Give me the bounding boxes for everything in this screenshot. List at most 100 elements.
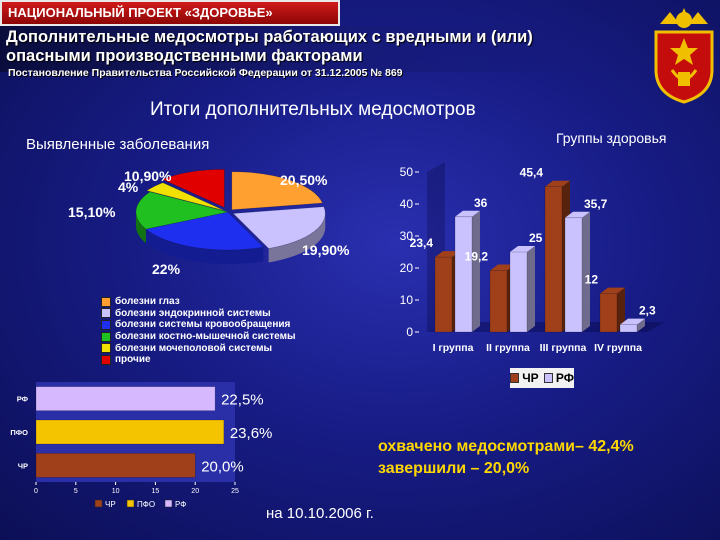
y-tick-label: 10 <box>400 293 414 307</box>
bar-chart-title: Группы здоровья <box>556 130 667 146</box>
coverage-bar <box>35 386 216 411</box>
bar-РФ <box>509 251 528 333</box>
legend-swatch <box>101 308 111 319</box>
coverage-summary: охвачено медосмотрами– 42,4% завершили –… <box>378 436 634 480</box>
pie-slice <box>146 182 226 212</box>
y-tick-label: 40 <box>400 197 414 211</box>
bar-value-label: 45,4 <box>520 166 544 180</box>
coverage-legend-label: ЧР <box>105 500 116 509</box>
bar-top <box>490 264 515 271</box>
legend-label: болезни системы кровообращения <box>115 319 291 331</box>
y-tick-label: 30 <box>400 229 414 243</box>
bar-side <box>637 318 645 332</box>
pie-chart-title: Выявленные заболевания <box>26 136 210 153</box>
pie-legend: болезни глаз болезни эндокринной системы… <box>101 296 296 366</box>
x-tick-label: II группа <box>486 342 530 354</box>
bar-value-label: 19,2 <box>465 250 489 264</box>
coverage-legend-label: ПФО <box>137 500 155 509</box>
pie-label-urogenital: 4% <box>118 179 139 195</box>
bar-top <box>600 287 625 294</box>
legend-label: болезни глаз <box>115 296 180 308</box>
chuvashia-emblem-icon <box>654 8 714 104</box>
coverage-bar-chart: РФ 22,5% ПФО 23,6% ЧР 20,0% 0 5 10 15 20 25 ЧР ПФО РФ <box>10 382 272 509</box>
coverage-legend-label: РФ <box>175 500 186 509</box>
project-badge: НАЦИОНАЛЬНЫЙ ПРОЕКТ «ЗДОРОВЬЕ» <box>0 0 340 26</box>
x-tick-label: 15 <box>152 488 160 495</box>
slide-subtitle: Дополнительные медосмотры работающих с в… <box>6 28 533 65</box>
pie-label-circulation: 22% <box>152 261 181 277</box>
pie-slice <box>145 211 264 251</box>
legend-swatch <box>101 331 111 342</box>
legend-label-rf: РФ <box>555 371 574 385</box>
legend-label: болезни мочеполовой системы <box>115 342 273 354</box>
y-tick-label: 0 <box>406 325 413 339</box>
pie-slice-side <box>136 212 146 244</box>
legend-swatch <box>101 354 111 365</box>
bar-value-label: 2,3 <box>639 304 656 318</box>
x-tick-label: III группа <box>540 342 587 354</box>
legend-swatch-chr <box>510 373 520 383</box>
bar-РФ <box>454 216 473 333</box>
bar-РФ <box>564 217 583 333</box>
coverage-value-label: 20,0% <box>201 458 244 475</box>
legend-item: болезни системы кровообращения <box>101 319 296 331</box>
legend-item: болезни эндокринной системы <box>101 308 296 320</box>
bar-top <box>510 246 535 252</box>
x-tick-label: IV группа <box>594 342 642 354</box>
health-groups-bar-chart: 0 10 20 30 40 50 23,4 36 I группа 19,2 25 II группа… <box>400 162 665 354</box>
legend-item: болезни мочеполовой системы <box>101 342 296 354</box>
bar-side <box>582 211 590 332</box>
legend-item: болезни глаз <box>101 296 296 308</box>
legend-item: прочие <box>101 354 296 366</box>
y-tick-label: 50 <box>400 165 414 179</box>
x-tick-label: 10 <box>112 488 120 495</box>
pie-svg <box>135 169 326 264</box>
bar-side <box>617 287 625 332</box>
x-tick-label: I группа <box>433 342 474 354</box>
x-tick-label: 0 <box>34 488 38 495</box>
coverage-legend-swatch <box>164 499 173 508</box>
bar-side <box>527 246 535 332</box>
decree-reference: Постановление Правительства Российской Ф… <box>8 67 403 79</box>
results-title: Итоги дополнительных медосмотров <box>150 99 476 120</box>
pie-slice-side <box>145 229 264 264</box>
x-tick-label: 5 <box>74 488 78 495</box>
coverage-category-label: ЧР <box>18 461 28 470</box>
bar-top <box>545 180 570 187</box>
coverage-category-label: ПФО <box>10 428 28 437</box>
coverage-legend-swatch <box>126 499 135 508</box>
bar-ЧР <box>489 270 508 333</box>
pie-slice <box>231 171 323 211</box>
coverage-legend-swatch <box>94 499 103 508</box>
pie-label-musculoskeletal: 15,10% <box>68 204 116 220</box>
bar-top <box>435 251 460 258</box>
pie-slice <box>161 169 225 208</box>
x-tick-label: 20 <box>191 488 199 495</box>
bar-value-label: 25 <box>529 231 543 245</box>
report-date: на 10.10.2006 г. <box>266 505 374 522</box>
coverage-bar <box>35 453 196 478</box>
legend-label: прочие <box>115 354 151 366</box>
bar-top <box>620 318 645 325</box>
bar-РФ <box>619 324 638 333</box>
pie-slice-side <box>268 213 326 263</box>
legend-swatch-rf <box>543 373 553 383</box>
bar-top <box>565 211 590 218</box>
legend-swatch <box>101 296 111 307</box>
completed-line: завершили – 20,0% <box>378 460 530 477</box>
coverage-category-label: РФ <box>17 395 29 404</box>
header-band <box>0 26 640 72</box>
bar-value-label: 36 <box>474 196 488 210</box>
bar-value-label: 12 <box>585 273 599 287</box>
y-tick-label: 20 <box>400 261 414 275</box>
bar-ЧР <box>599 293 618 333</box>
bar-value-label: 23,4 <box>410 236 434 250</box>
legend-label: болезни эндокринной системы <box>115 307 271 319</box>
bar-legend: ЧР РФ <box>510 368 574 388</box>
pie-label-other: 10,90% <box>124 168 172 184</box>
pie-slice <box>135 191 229 230</box>
bar-ЧР <box>434 256 453 333</box>
legend-item: болезни костно-мышечной системы <box>101 331 296 343</box>
coverage-line: охвачено медосмотрами– 42,4% <box>378 438 634 455</box>
x-tick-label: 25 <box>231 488 239 495</box>
